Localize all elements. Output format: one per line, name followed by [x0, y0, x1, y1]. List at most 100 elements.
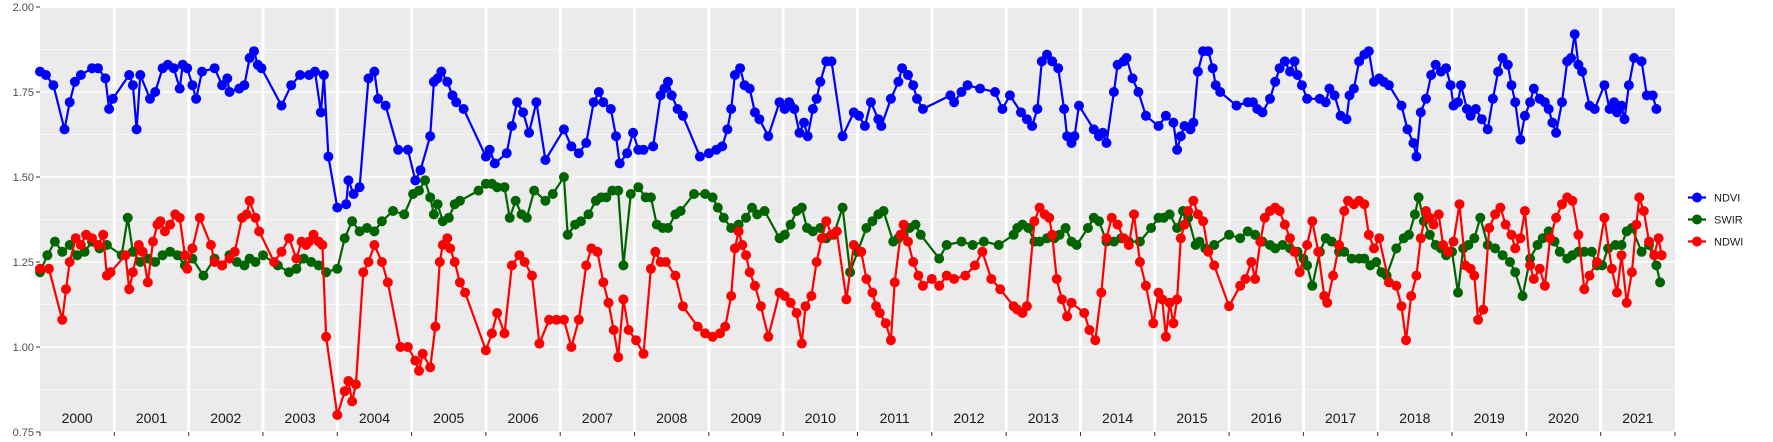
- data-point: [395, 342, 406, 352]
- data-point: [898, 219, 909, 230]
- data-point: [514, 250, 525, 261]
- data-point: [430, 321, 441, 332]
- data-point: [865, 97, 876, 108]
- data-point: [707, 192, 718, 203]
- data-point: [64, 97, 75, 108]
- data-point: [131, 124, 142, 135]
- data-point: [967, 240, 978, 250]
- data-point: [1482, 124, 1493, 135]
- data-point: [1469, 233, 1480, 244]
- data-point: [754, 114, 765, 125]
- data-point: [796, 202, 807, 213]
- data-point: [1371, 257, 1382, 267]
- data-point: [1647, 90, 1658, 101]
- data-point: [148, 236, 158, 247]
- data-point: [1579, 246, 1590, 257]
- data-point: [759, 206, 770, 216]
- data-point: [601, 192, 612, 203]
- data-point: [717, 141, 728, 152]
- data-point: [1537, 233, 1548, 244]
- data-point: [1490, 243, 1501, 254]
- data-point: [1636, 246, 1647, 257]
- data-point: [608, 325, 619, 335]
- data-point: [926, 274, 937, 284]
- data-point: [715, 328, 725, 339]
- data-point: [1592, 257, 1602, 267]
- data-point: [363, 257, 374, 267]
- data-point: [187, 243, 198, 254]
- data-point: [1175, 131, 1186, 142]
- data-point: [35, 263, 45, 274]
- data-point: [191, 93, 202, 104]
- data-point: [376, 257, 387, 267]
- data-point: [1525, 260, 1536, 271]
- data-point: [1433, 209, 1444, 220]
- data-point: [1118, 233, 1129, 244]
- data-point: [785, 297, 796, 308]
- y-tick-label: 2.00: [13, 2, 34, 14]
- data-point: [343, 376, 354, 386]
- data-point: [1053, 63, 1064, 74]
- data-point: [837, 202, 848, 213]
- data-point: [1441, 63, 1452, 74]
- year-label: 2016: [1251, 410, 1282, 426]
- data-point: [722, 124, 733, 135]
- data-point: [1644, 236, 1654, 247]
- data-point: [501, 148, 512, 159]
- data-point: [1517, 291, 1528, 301]
- year-label: 2019: [1474, 410, 1505, 426]
- data-point: [859, 121, 870, 131]
- data-point: [1079, 308, 1090, 318]
- data-point: [867, 287, 878, 298]
- data-point: [239, 80, 250, 91]
- data-point: [1402, 124, 1413, 135]
- data-point: [373, 93, 384, 104]
- data-point: [903, 70, 913, 80]
- data-point: [694, 151, 705, 162]
- data-point: [291, 253, 302, 264]
- data-point: [442, 76, 453, 87]
- data-point: [831, 226, 842, 237]
- data-point: [1528, 274, 1539, 284]
- legend-key-marker: [1692, 192, 1702, 203]
- data-point: [531, 97, 542, 108]
- data-point: [913, 270, 924, 281]
- year-label: 2014: [1102, 410, 1133, 426]
- legend-label: NDWI: [1714, 237, 1743, 249]
- data-point: [1545, 233, 1556, 244]
- data-point: [137, 246, 148, 257]
- data-point: [885, 93, 896, 104]
- data-point: [348, 189, 359, 199]
- data-point: [1209, 260, 1220, 271]
- data-point: [763, 131, 774, 142]
- data-point: [1215, 87, 1226, 97]
- data-point: [1500, 219, 1511, 230]
- data-point: [893, 76, 904, 87]
- data-point: [308, 229, 319, 240]
- data-point: [42, 250, 53, 261]
- data-point: [912, 93, 922, 104]
- data-point: [428, 209, 439, 220]
- data-point: [663, 76, 673, 87]
- y-tick-label: 1.50: [13, 172, 34, 184]
- data-point: [1456, 80, 1466, 91]
- data-point: [150, 87, 161, 97]
- data-point: [1302, 260, 1313, 271]
- data-point: [127, 80, 138, 91]
- data-point: [49, 236, 60, 247]
- data-point: [1192, 66, 1203, 77]
- data-point: [622, 148, 633, 159]
- data-point: [895, 229, 906, 240]
- data-point: [677, 301, 688, 312]
- data-point: [1655, 277, 1666, 288]
- data-point: [145, 93, 155, 104]
- data-point: [127, 267, 138, 278]
- data-point: [1231, 100, 1242, 111]
- data-point: [949, 274, 960, 284]
- data-point: [1066, 297, 1077, 308]
- data-point: [1569, 29, 1580, 40]
- data-point: [350, 379, 361, 390]
- year-label: 2002: [210, 410, 241, 426]
- data-point: [1478, 304, 1489, 315]
- data-point: [618, 260, 629, 271]
